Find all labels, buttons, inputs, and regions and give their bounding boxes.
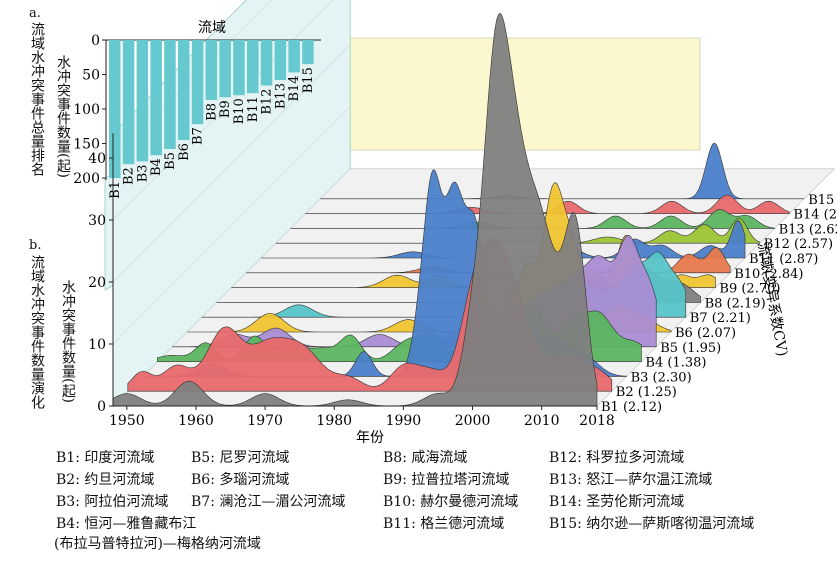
y-tick-label: 50 (82, 68, 100, 84)
ridge-label-B4: B4 (1.38) (645, 356, 706, 371)
panel-b-letter: b. (29, 238, 42, 253)
wall-gridline (112, 0, 334, 221)
bar-B4 (150, 40, 162, 156)
bar-B9 (219, 40, 231, 98)
bar-label-B13: B13 (273, 83, 288, 109)
y-tick-label: 200 (73, 171, 100, 187)
bar-label-B9: B9 (218, 100, 233, 118)
legend-item-B4-line2: (布拉马普特拉河)—梅格纳河流域 (54, 536, 261, 552)
bar-label-B1: B1 (108, 181, 123, 199)
legend-item-B5: B5: 尼罗河流域 (191, 450, 290, 466)
bar-B8 (205, 40, 218, 101)
back-wall (349, 37, 701, 151)
y-tick-label-b: 0 (97, 399, 106, 415)
legend-item-B15: B15: 纳尔逊—萨斯喀彻温河流域 (549, 516, 755, 532)
bar-label-B3: B3 (135, 164, 150, 182)
ridge-label-B5: B5 (1.95) (660, 341, 721, 356)
bar-label-B2: B2 (122, 167, 137, 185)
legend-item-B10: B10: 赫尔曼德河流域 (383, 494, 519, 510)
x-tick-label: 1970 (247, 413, 283, 429)
ridge-label-B10: B10 (2.84) (734, 267, 803, 282)
y-tick-label-b: 30 (88, 213, 106, 229)
x-tick-label: 2010 (524, 413, 560, 429)
ridge-label-B2: B2 (1.25) (616, 385, 677, 400)
bar-label-B7: B7 (191, 127, 206, 145)
wall-gridline (112, 44, 351, 283)
x-axis-title: 年份 (356, 430, 384, 446)
legend-item-B11: B11: 格兰德河流域 (383, 516, 505, 532)
bar-label-B11: B11 (246, 96, 261, 122)
bar-B13 (274, 40, 287, 81)
ridge-label-B12: B12 (2.57) (764, 237, 833, 252)
bar-label-B5: B5 (163, 152, 178, 170)
bar-B15 (302, 40, 314, 65)
ridge-label-B1: B1 (2.12) (601, 400, 662, 415)
wall-gridline (112, 106, 351, 345)
bar-B10 (233, 40, 245, 96)
legend-item-B12: B12: 科罗拉多河流域 (549, 450, 685, 466)
x-tick-label: 2000 (455, 413, 491, 429)
ridgeline-chart: B15 (5.17)B14 (2.67)B13 (2.62)B12 (2.57)… (88, 12, 837, 446)
legend-item-B4: B4: 恒河—雅鲁藏布江 (56, 516, 197, 532)
ridge-label-B11: B11 (2.87) (749, 252, 818, 267)
ridge-B1 (112, 12, 598, 407)
x-tick-label: 1960 (178, 413, 214, 429)
legend-item-B7: B7: 澜沧江—湄公河流域 (191, 494, 346, 510)
y-tick-label-b: 20 (88, 275, 106, 291)
bar-B14 (288, 40, 300, 73)
bar-B11 (247, 40, 259, 94)
x-tick-label: 1990 (386, 413, 422, 429)
legend-item-B13: B13: 怒江—萨尔温江流域 (549, 472, 713, 488)
panel-b-side-label: 流域水冲突事件数量演化 (29, 255, 45, 409)
legend-item-B8: B8: 咸海流域 (383, 450, 468, 466)
y-tick-label: 150 (73, 137, 100, 153)
panel-a-letter: a. (29, 6, 41, 21)
bar-label-B8: B8 (204, 103, 219, 121)
legend-item-B14: B14: 圣劳伦斯河流域 (549, 494, 685, 510)
bar-label-B10: B10 (232, 98, 247, 124)
ridge-label-B14: B14 (2.67) (793, 208, 837, 223)
legend-item-B9: B9: 拉普拉塔河流域 (383, 472, 510, 488)
legend-item-B3: B3: 阿拉伯河流域 (56, 494, 169, 510)
legend: B1: 印度河流域 B2: 约旦河流域 B3: 阿拉伯河流域 B4: 恒河—雅鲁藏布江… (54, 447, 836, 557)
bar-B2 (122, 40, 135, 165)
ridge-label-B13: B13 (2.62) (779, 222, 837, 237)
ridge-label-B6: B6 (2.07) (675, 326, 736, 341)
ridge-label-B3: B3 (2.30) (631, 370, 692, 385)
ridge-label-B15: B15 (5.17) (808, 193, 837, 208)
y-tick-label-b: 40 (88, 151, 106, 167)
ridge-label-B9: B9 (2.70) (719, 282, 780, 297)
legend-item-B2: B2: 约旦河流域 (56, 472, 155, 488)
x-tick-label: 2018 (579, 413, 615, 429)
panel-a-side-label: 流域水冲突事件总量排名 (29, 22, 45, 176)
legend-item-B6: B6: 多瑙河流域 (191, 472, 290, 488)
x-tick-label: 1950 (109, 413, 145, 429)
bar-B6 (178, 40, 190, 141)
y-tick-label-b: 10 (88, 337, 106, 353)
panel-b-axis-label: 水冲突事件数量(起) (60, 280, 76, 403)
bar-label-B6: B6 (177, 143, 192, 161)
bar-B5 (164, 40, 176, 150)
bar-label-B4: B4 (149, 158, 164, 176)
bar-B3 (136, 40, 149, 162)
y-tick-label: 100 (73, 102, 100, 118)
bar-chart-title: 流域 (198, 20, 226, 36)
x-tick-label: 1980 (316, 413, 352, 429)
ridge-label-B7: B7 (2.21) (690, 311, 751, 326)
panel-a-axis-label: 水冲突事件数量(起) (55, 55, 71, 178)
y-tick-label: 0 (91, 33, 100, 49)
bar-B12 (260, 40, 273, 86)
bar-label-B15: B15 (301, 67, 316, 93)
bar-B7 (191, 40, 204, 125)
bar-label-B14: B14 (287, 75, 302, 101)
legend-item-B1: B1: 印度河流域 (56, 450, 155, 466)
ridge-label-B8: B8 (2.19) (705, 296, 766, 311)
ridge-B15 (320, 142, 805, 200)
bar-label-B12: B12 (260, 89, 275, 115)
bar-B1 (109, 40, 121, 178)
bar-chart: 050100150200B1B2B3B4B5B6B7B8B9B10B11B12B… (73, 20, 321, 199)
